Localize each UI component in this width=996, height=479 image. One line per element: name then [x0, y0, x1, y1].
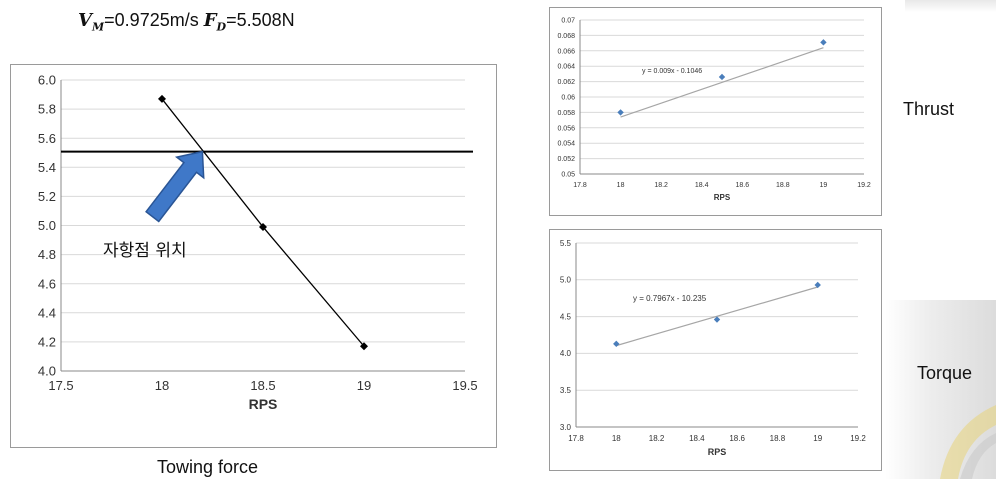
- thrust-chart: 0.05 0.052 0.054 0.056 0.058 0.06 0.062 0.064 0.…: [549, 7, 882, 216]
- x-tick-label: 18.2: [649, 434, 665, 443]
- x-axis-label: RPS: [249, 396, 278, 412]
- fd-value: =5.508N: [226, 10, 295, 30]
- thrust-plot: 0.05 0.052 0.054 0.056 0.058 0.06 0.062 0.064 0.…: [557, 17, 871, 202]
- y-tick-label: 6.0: [38, 73, 56, 88]
- x-tick-label: 17.8: [573, 182, 587, 189]
- condition-header: VM=0.9725m/s FD=5.508N: [78, 10, 295, 34]
- x-tick-label: 19: [820, 182, 828, 189]
- trendline: [616, 286, 818, 347]
- fd-symbol: F: [203, 10, 217, 31]
- y-tick-label: 0.056: [557, 125, 575, 132]
- data-point: [713, 316, 721, 323]
- data-point: [158, 94, 166, 103]
- trendline: [620, 47, 824, 118]
- background-decoration-top: [905, 0, 996, 12]
- y-tick-label: 0.054: [557, 141, 575, 148]
- vm-subscript: M: [91, 20, 105, 34]
- y-tick-label: 5.8: [38, 102, 56, 117]
- y-tick-label: 4.4: [38, 305, 56, 320]
- y-tick-label: 5.5: [560, 239, 572, 248]
- vm-value: =0.9725m/s: [104, 10, 199, 30]
- annotation-arrow: [145, 150, 205, 223]
- torque-caption: Torque: [917, 363, 973, 383]
- trendline-equation: y = 0.009x - 0.1046: [642, 68, 702, 75]
- y-tick-label: 0.052: [557, 156, 575, 163]
- x-tick-label: 18: [155, 378, 169, 393]
- y-tick-label: 0.058: [557, 110, 575, 117]
- y-tick-label: 5.6: [38, 131, 56, 146]
- y-tick-label: 5.4: [38, 160, 56, 175]
- x-tick-label: 18.6: [729, 434, 745, 443]
- y-tick-label: 3.5: [560, 386, 572, 395]
- x-axis-label: RPS: [714, 193, 731, 202]
- y-tick-label: 3.0: [560, 423, 572, 432]
- x-tick-label: 19.5: [452, 378, 477, 393]
- data-point: [613, 340, 620, 348]
- x-tick-label: 18.6: [735, 182, 749, 189]
- x-tick-label: 17.5: [48, 378, 73, 393]
- x-tick-label: 19.2: [857, 182, 871, 189]
- x-tick-label: 19: [813, 434, 822, 443]
- x-axis-label: RPS: [708, 447, 727, 457]
- y-tick-label: 0.068: [557, 33, 575, 40]
- x-tick-label: 18.2: [654, 182, 668, 189]
- data-point: [820, 39, 827, 46]
- x-tick-label: 18.4: [695, 182, 709, 189]
- vm-symbol: V: [78, 10, 92, 31]
- x-tick-label: 17.8: [568, 434, 584, 443]
- x-tick-label: 19.2: [850, 434, 866, 443]
- fd-subscript: D: [216, 20, 227, 34]
- y-tick-label: 5.0: [38, 218, 56, 233]
- thrust-caption: Thrust: [903, 99, 955, 119]
- torque-chart: 3.0 3.5 4.0 4.5 5.0 5.5 17.8 18 18.2 18.4 18.6 18.8…: [549, 229, 882, 471]
- y-tick-label: 4.0: [560, 349, 572, 358]
- background-swoosh-graphic: [940, 405, 996, 479]
- y-tick-label: 0.07: [561, 17, 575, 24]
- x-tick-label: 18: [617, 182, 625, 189]
- x-tick-label: 19: [357, 378, 371, 393]
- data-point: [617, 109, 624, 116]
- y-tick-label: 0.062: [557, 79, 575, 86]
- towing-force-plot: 4.0 4.2 4.4 4.6 4.8 5.0 5.2 5.4 5.6 5.8 6.0 17.5 18 1…: [38, 73, 478, 412]
- y-tick-label: 4.2: [38, 334, 56, 349]
- y-tick-label: 4.0: [38, 364, 56, 379]
- y-tick-label: 5.2: [38, 189, 56, 204]
- y-tick-label: 5.0: [560, 276, 572, 285]
- towing-force-caption: Towing force: [157, 457, 259, 477]
- annotation-label: 자항점 위치: [103, 241, 187, 261]
- y-tick-label: 4.6: [38, 276, 56, 291]
- y-tick-label: 0.06: [561, 94, 575, 101]
- torque-plot: 3.0 3.5 4.0 4.5 5.0 5.5 17.8 18 18.2 18.4 18.6 18.8…: [560, 239, 866, 457]
- x-tick-label: 18.5: [250, 378, 275, 393]
- y-tick-label: 4.8: [38, 247, 56, 262]
- data-point: [259, 222, 267, 231]
- series-line: [161, 98, 365, 347]
- trendline-equation: y = 0.7967x - 10.235: [633, 294, 707, 303]
- y-tick-label: 0.05: [561, 171, 575, 178]
- y-tick-label: 4.5: [560, 312, 572, 321]
- data-point: [718, 73, 726, 81]
- x-tick-label: 18.8: [776, 182, 790, 189]
- y-tick-label: 0.066: [557, 48, 575, 55]
- x-tick-label: 18.8: [770, 434, 786, 443]
- x-tick-label: 18.4: [689, 434, 705, 443]
- x-tick-label: 18: [612, 434, 621, 443]
- towing-force-chart: 4.0 4.2 4.4 4.6 4.8 5.0 5.2 5.4 5.6 5.8 6.0 17.5 18 1…: [10, 64, 497, 448]
- y-tick-label: 0.064: [557, 64, 575, 71]
- data-point: [360, 342, 368, 351]
